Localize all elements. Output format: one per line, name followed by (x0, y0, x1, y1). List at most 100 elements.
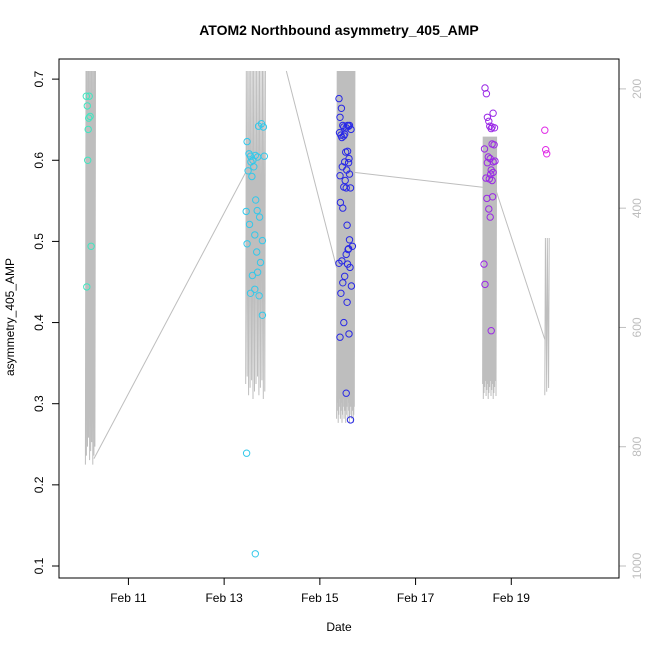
right-tick-label: 400 (630, 198, 644, 218)
line-connector-3 (354, 171, 483, 188)
data-point-group4 (486, 213, 494, 221)
line-cluster-2 (245, 70, 266, 400)
data-point-group1 (83, 102, 92, 110)
data-point-group4 (485, 117, 493, 126)
data-point-group4 (483, 159, 492, 167)
data-point-group2 (251, 550, 260, 558)
data-point-group4 (480, 145, 489, 153)
data-point-group2 (258, 311, 267, 319)
data-point-group3 (339, 204, 347, 212)
data-point-group2 (251, 231, 259, 239)
data-point-group2 (246, 152, 255, 160)
y-tick-label: 0.6 (32, 152, 46, 169)
data-point-group2 (246, 289, 255, 297)
y-tick-label: 0.1 (32, 557, 46, 574)
right-tick-label: 200 (630, 79, 644, 99)
right-tick-label: 800 (630, 436, 644, 456)
data-point-group3 (344, 245, 352, 254)
data-point-group1 (83, 283, 91, 291)
line-connector-1 (93, 172, 247, 459)
data-point-group3 (347, 282, 356, 290)
y-axis-label: asymmetry_405_AMP (3, 258, 17, 376)
data-point-group2 (245, 220, 254, 229)
y-tick-label: 0.3 (32, 395, 46, 412)
data-point-group2 (260, 152, 268, 160)
data-point-group2 (251, 285, 259, 293)
data-point-group2 (250, 163, 258, 171)
axes: Feb 11 Feb 13 Feb 15 Feb 17 Feb 19 0.1 0.2 0.3 0… (32, 70, 644, 605)
data-point-group3 (342, 250, 350, 259)
y-tick-label: 0.4 (32, 314, 46, 331)
line-connector-4 (495, 190, 546, 340)
data-point-group4 (489, 158, 497, 166)
data-point-group2 (243, 137, 251, 146)
y-tick-label: 0.5 (32, 233, 46, 250)
data-point-group4 (487, 124, 495, 133)
data-point-group4 (485, 205, 493, 213)
data-point-group2 (251, 151, 260, 160)
data-point-group2 (252, 196, 260, 204)
data-point-group2 (243, 240, 251, 248)
line-cluster-1 (84, 70, 96, 465)
data-point-group3 (336, 333, 344, 341)
data-point-group2 (255, 292, 263, 300)
x-axis-label: Date (326, 620, 352, 634)
data-point-group3 (341, 272, 349, 280)
data-point-group3 (346, 416, 355, 424)
data-point-group4 (482, 90, 491, 98)
data-point-group3 (343, 221, 351, 229)
data-point-group3 (343, 147, 352, 156)
data-point-group1 (82, 92, 91, 100)
line-connector-2 (285, 70, 338, 268)
data-point-group4 (480, 260, 488, 268)
data-point-group3 (343, 298, 351, 306)
x-tick-label: Feb 11 (110, 591, 147, 605)
data-point-group4 (487, 327, 495, 335)
plot-frame (58, 58, 620, 579)
data-point-group2 (253, 248, 261, 256)
data-point-group4 (481, 280, 489, 289)
data-point-group1 (87, 242, 95, 251)
data-point-group2 (248, 172, 256, 181)
data-point-group2 (242, 207, 250, 216)
x-tick-label: Feb 15 (301, 591, 339, 605)
data-point-group3 (345, 236, 354, 244)
data-point-group3 (346, 263, 354, 272)
data-point-group4 (483, 113, 492, 122)
data-point-group2 (253, 268, 262, 276)
line-cluster-5 (544, 237, 550, 396)
data-point-group2 (256, 258, 265, 267)
data-point-group3 (336, 172, 344, 180)
right-tick-label: 600 (630, 317, 644, 337)
data-point-group1 (86, 112, 94, 121)
data-point-group3 (339, 279, 347, 287)
data-point-group1 (84, 156, 92, 165)
chart-title: ATOM2 Northbound asymmetry_405_AMP (199, 22, 479, 38)
data-point-group2 (253, 206, 261, 215)
data-point-group2 (259, 123, 268, 131)
data-point-group2 (258, 236, 267, 245)
data-point-group1 (84, 125, 92, 134)
data-point-group5 (543, 150, 551, 158)
data-point-group3 (345, 121, 354, 130)
data-point-group1 (85, 92, 93, 100)
y-tick-label: 0.7 (32, 70, 46, 87)
data-point-group1 (85, 114, 93, 122)
data-point-group2 (244, 167, 252, 175)
right-tick-label: 1000 (630, 552, 644, 579)
data-point-group3 (335, 129, 344, 137)
data-point-group2 (242, 449, 251, 457)
data-point-group3 (337, 289, 345, 297)
data-point-group3 (340, 318, 348, 327)
data-point-group4 (490, 141, 498, 149)
data-point-group3 (335, 94, 343, 103)
data-point-group4 (487, 166, 495, 174)
data-point-group5 (542, 146, 550, 154)
data-point-group5 (541, 126, 549, 134)
data-point-group3 (336, 113, 344, 122)
data-point-group3 (341, 176, 349, 185)
data-point-group3 (342, 184, 350, 192)
data-point-group3 (345, 170, 354, 178)
x-tick-label: Feb 17 (397, 591, 435, 605)
